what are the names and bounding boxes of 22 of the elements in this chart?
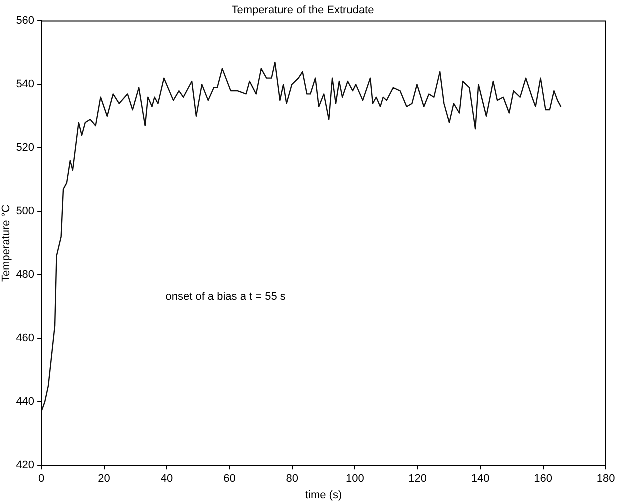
- chart-title: Temperature of the Extrudate: [232, 4, 374, 17]
- y-tick-label: 420: [16, 460, 35, 472]
- y-tick-label: 480: [16, 269, 35, 282]
- y-tick-label: 520: [16, 142, 35, 154]
- y-tick-label: 560: [16, 15, 35, 28]
- y-axis-title: Temperature °C: [0, 204, 13, 282]
- x-tick-label: 80: [286, 473, 299, 486]
- y-tick-label: 440: [16, 396, 35, 408]
- x-tick-label: 60: [224, 473, 236, 486]
- x-tick-label: 20: [98, 473, 110, 486]
- x-tick-label: 0: [38, 473, 45, 486]
- annotation: onset of a bias a t = 55 s: [166, 290, 286, 303]
- x-axis-title: time (s): [305, 489, 342, 502]
- y-tick-label: 500: [16, 206, 35, 218]
- x-tick-label: 40: [160, 473, 174, 486]
- x-tick-label: 180: [596, 473, 616, 486]
- x-tick-label: 100: [346, 473, 364, 486]
- y-tick-label: 540: [16, 78, 35, 91]
- y-tick-label: 460: [16, 332, 35, 345]
- x-tick-label: 140: [471, 473, 490, 486]
- x-tick-label: 160: [534, 473, 552, 486]
- x-tick-label: 120: [408, 473, 428, 486]
